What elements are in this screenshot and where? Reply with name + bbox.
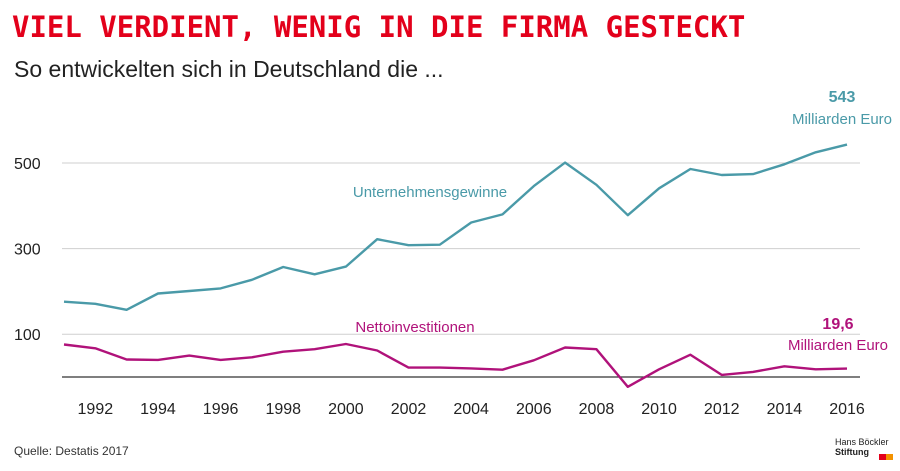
x-tick-label: 1992	[78, 401, 114, 418]
y-tick-label: 100	[14, 327, 41, 344]
grid-lines	[62, 162, 860, 378]
end-value-label: 19,6	[822, 316, 853, 333]
y-axis-tick-labels: 500 300 100	[14, 156, 41, 344]
series-line-1	[63, 143, 848, 311]
x-tick-label: 2000	[328, 401, 364, 418]
logo-line-2: Stiftung	[835, 447, 869, 457]
x-tick-label: 2014	[767, 401, 803, 418]
x-tick-label: 2004	[453, 401, 489, 418]
logo-line-1: Hans Böckler	[835, 437, 889, 447]
x-tick-label: 2006	[516, 401, 552, 418]
end-unit-label: Milliarden Euro	[788, 337, 888, 354]
x-axis-tick-labels: 1992 1994 1996 1998 2000 2002 2004 2006 2008 2010…	[78, 401, 865, 418]
x-tick-label: 2002	[391, 401, 427, 418]
x-tick-label: 1996	[203, 401, 239, 418]
chart-subtitle: So entwickelten sich in Deutschland die …	[14, 56, 444, 82]
x-tick-label: 2016	[829, 401, 865, 418]
logo-color-bars	[879, 454, 893, 460]
end-value-label: 543	[829, 89, 856, 106]
chart-title: VIEL VERDIENT, WENIG IN DIE FIRMA GESTEC…	[12, 10, 746, 44]
end-unit-label: Milliarden Euro	[792, 111, 892, 128]
x-tick-label: 1994	[140, 401, 176, 418]
series-lines	[63, 143, 848, 388]
chart-annotations: Unternehmensgewinne Nettoinvestitionen 543…	[353, 89, 892, 354]
source-note: Quelle: Destatis 2017	[14, 444, 129, 458]
x-tick-label: 2012	[704, 401, 740, 418]
x-tick-label: 1998	[265, 401, 301, 418]
y-tick-label: 500	[14, 156, 41, 173]
y-tick-label: 300	[14, 242, 41, 259]
x-tick-label: 2010	[641, 401, 677, 418]
hans-boeckler-stiftung-logo: Hans Böckler Stiftung	[835, 437, 895, 465]
series-label: Unternehmensgewinne	[353, 184, 507, 201]
series-line-2	[63, 342, 848, 388]
x-tick-label: 2008	[579, 401, 615, 418]
series-label: Nettoinvestitionen	[355, 319, 474, 336]
